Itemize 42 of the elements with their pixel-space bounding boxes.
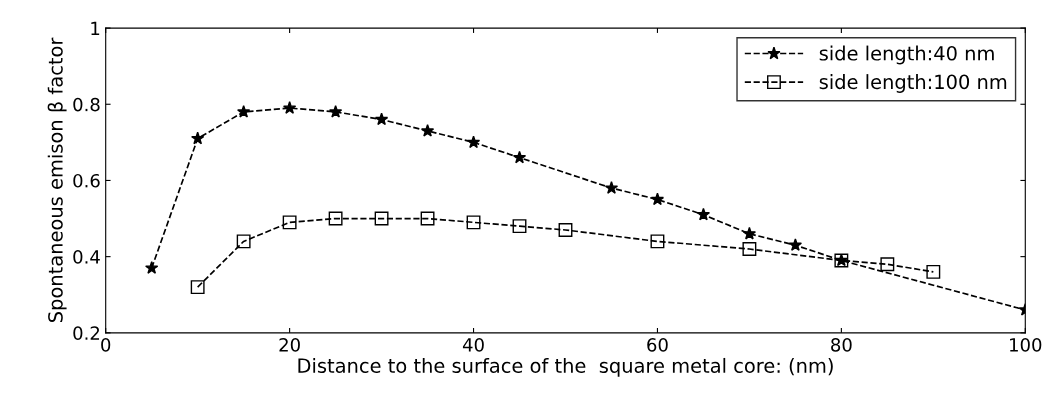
point (466, 215, 481, 230)
point (374, 112, 389, 126)
point (742, 242, 757, 256)
y-tick-label: 0.2 (73, 326, 100, 340)
point (190, 280, 205, 295)
point (742, 226, 757, 240)
point (374, 211, 389, 226)
y-axis-title: Spontaneous emison β factor (47, 37, 67, 322)
point (604, 181, 619, 194)
y-tick-label: 0.6 (73, 173, 100, 188)
point (926, 264, 941, 279)
point (880, 257, 895, 272)
point (282, 101, 297, 114)
x-tick-label: 60 (647, 338, 668, 352)
point (420, 211, 435, 226)
point (512, 150, 527, 164)
point (420, 123, 435, 137)
x-tick-label: 40 (462, 338, 484, 352)
y-tick-label: 1 (91, 21, 100, 35)
point (650, 192, 665, 206)
legend-label: side length:100 nm (819, 74, 1007, 93)
point (236, 234, 251, 249)
point (236, 104, 251, 118)
y-tick-label: 0.4 (73, 250, 100, 264)
point (466, 135, 481, 149)
point (696, 207, 711, 221)
x-tick-label: 0 (101, 338, 111, 352)
legend-label: side length:40 nm (819, 45, 994, 65)
point (512, 219, 527, 234)
point (650, 234, 665, 249)
x-tick-label: 80 (831, 338, 852, 352)
point (282, 215, 297, 230)
x-axis-title: Distance to the surface of the square metal core: (nm) (298, 357, 833, 377)
point (145, 261, 159, 274)
x-tick-label: 20 (279, 338, 300, 352)
x-tick-label: 100 (1010, 338, 1042, 352)
point (558, 223, 573, 237)
point (191, 131, 205, 145)
y-tick-label: 0.8 (73, 97, 100, 112)
point (328, 211, 343, 226)
point (328, 104, 343, 118)
point (788, 238, 803, 251)
